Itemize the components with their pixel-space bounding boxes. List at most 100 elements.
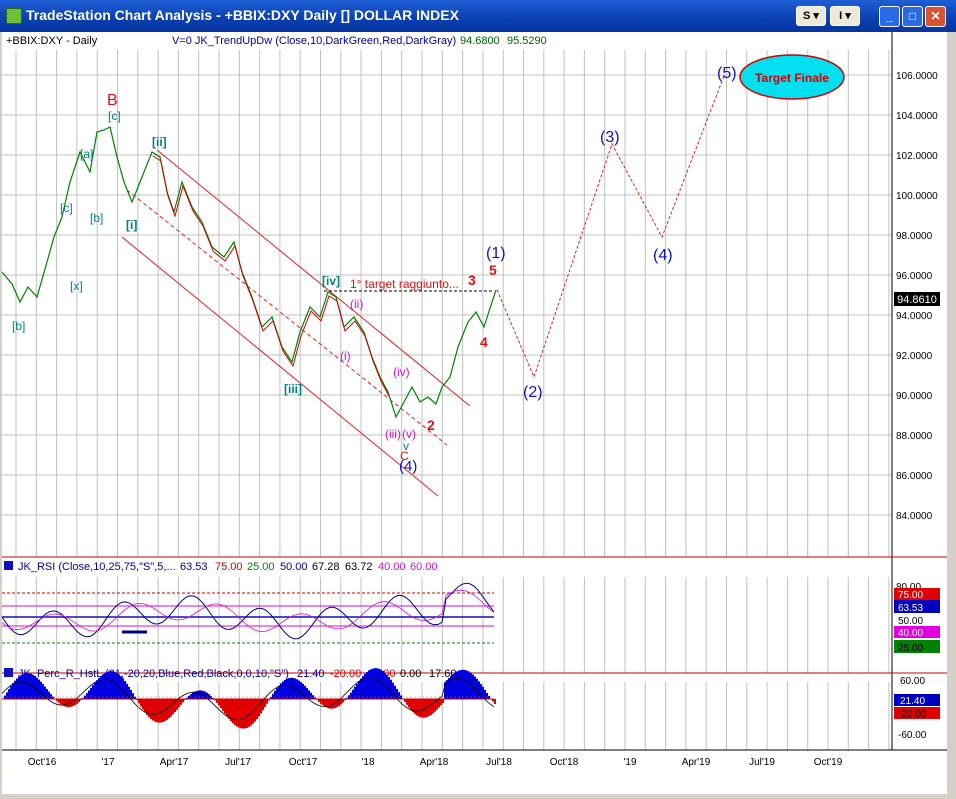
time-tick-label: '18: [361, 757, 374, 768]
last-price: 94.8610: [897, 294, 937, 306]
time-tick-label: Oct'16: [28, 757, 57, 768]
perc-panel-icon: [4, 668, 13, 677]
time-tick-label: Oct'17: [289, 757, 318, 768]
time-tick-label: Oct'18: [550, 757, 579, 768]
time-tick-label: Jul'19: [749, 757, 775, 768]
price-tick-label: 90.0000: [896, 391, 933, 402]
rsi-panel-icon: [4, 561, 13, 570]
price-grid: [2, 50, 892, 557]
rsi-box-25-text: 25.00: [898, 643, 923, 654]
wave-label-iii-paren: (iii): [385, 427, 401, 441]
price-tick-label: 102.0000: [896, 151, 938, 162]
price-tick-label: 94.0000: [896, 311, 933, 322]
price-tick-label: 106.0000: [896, 71, 938, 82]
projection-path: [497, 76, 724, 377]
s-menu-button[interactable]: S ▾: [796, 6, 826, 26]
rsi-v7: 40.00: [378, 561, 406, 573]
rsi-grid: [16, 577, 889, 673]
rsi-box-75-text: 75.00: [898, 590, 923, 601]
perc-label: JK_Perc_R_HstL (21,-20,20,Blue,Red,Black…: [18, 668, 289, 680]
chart-svg[interactable]: +BBIX:DXY - Daily V=0 JK_TrendUpDw (Clos…: [2, 32, 947, 794]
wave-label-a: [a]: [80, 147, 93, 161]
indicator-label: V=0 JK_TrendUpDw (Close,10,DarkGreen,Red…: [172, 35, 456, 47]
wave-label-1: (1): [486, 245, 506, 262]
wave-label-iv-paren: (iv): [393, 365, 410, 379]
rsi-v1: 63.53: [180, 561, 208, 573]
wave-label-b: [b]: [90, 211, 103, 225]
rsi-box-50-text: 50.00: [898, 616, 923, 627]
wave-label-3-small: 3: [468, 272, 476, 288]
wave-label-i: [i]: [126, 218, 137, 232]
rsi-v8: 60.00: [410, 561, 438, 573]
rsi-v2: 75.00: [215, 561, 243, 573]
time-axis-ticks: Oct'16 '17 Apr'17 Jul'17 Oct'17 '18 Apr'18 Jul'…: [28, 757, 843, 768]
wave-label-x: [x]: [70, 279, 83, 293]
rsi-label: JK_RSI (Close,10,25,75,"S",5,...: [18, 561, 176, 573]
wave-label-ii-paren: (ii): [350, 297, 363, 311]
title-bar: TradeStation Chart Analysis - +BBIX:DXY …: [0, 0, 956, 32]
rsi-v6: 63.72: [345, 561, 373, 573]
indicator-value-1: 94.6800: [460, 35, 500, 47]
rsi-signal-series: [2, 590, 494, 631]
time-tick-label: '19: [623, 757, 636, 768]
symbol-label: +BBIX:DXY - Daily: [6, 35, 98, 47]
wave-label-ii: [ii]: [152, 135, 167, 149]
price-tick-label: 104.0000: [896, 111, 938, 122]
wave-label-5-small: 5: [489, 262, 497, 278]
perc-v1: 21.40: [297, 668, 325, 680]
wave-label-iv: [iv]: [322, 274, 340, 288]
wave-label-4-base: (4): [399, 458, 417, 475]
time-tick-label: Apr'19: [682, 757, 711, 768]
indicator-value-2: 95.5290: [507, 35, 547, 47]
wave-label-B: B: [107, 92, 118, 109]
wave-labels: B [c] [a] [c] [b] [x] [b] [ii] [i] [iii]…: [12, 65, 737, 475]
price-tick-label: 84.0000: [896, 511, 933, 522]
price-tick-label: 100.0000: [896, 191, 938, 202]
target-note: 1° target raggiunto...: [350, 277, 459, 291]
time-tick-label: '17: [101, 757, 114, 768]
target-text: Target Finale: [755, 71, 829, 85]
time-tick-label: Apr'17: [160, 757, 189, 768]
price-tick-label: 96.0000: [896, 271, 933, 282]
perc-axis-60: 60.00: [900, 676, 925, 687]
i-menu-button[interactable]: I ▾: [830, 6, 860, 26]
wave-label-5: (5): [717, 65, 737, 82]
price-tick-label: 88.0000: [896, 431, 933, 442]
channel-mid-line: [127, 190, 447, 445]
wave-label-2: (2): [523, 384, 543, 401]
wave-label-c2: [c]: [60, 201, 73, 215]
price-tick-label: 86.0000: [896, 471, 933, 482]
wave-label-c: [c]: [108, 109, 121, 123]
wave-label-3: (3): [600, 129, 620, 146]
perc-axis-neg60: -60.00: [898, 730, 927, 741]
close-button[interactable]: ✕: [925, 6, 946, 27]
rsi-box-current-text: 63.53: [898, 603, 923, 614]
time-tick-label: Jul'17: [225, 757, 251, 768]
minimize-button[interactable]: _: [879, 6, 900, 27]
perc-box-current-text: 21.40: [900, 696, 925, 707]
rsi-v3: 25.00: [247, 561, 275, 573]
perc-v2: -20.00: [330, 668, 361, 680]
price-tick-label: 98.0000: [896, 231, 933, 242]
price-tick-label: 92.0000: [896, 351, 933, 362]
time-tick-label: Oct'19: [814, 757, 843, 768]
rsi-series: [2, 583, 494, 639]
perc-box-neg20-text: -20.00: [898, 709, 927, 720]
wave-label-4-small: 4: [480, 334, 488, 350]
wave-label-2-small: 2: [427, 417, 435, 433]
perc-v4: 0.00: [400, 668, 421, 680]
time-tick-label: Apr'18: [420, 757, 449, 768]
wave-label-b2: [b]: [12, 319, 25, 333]
price-series-down: [153, 156, 389, 396]
rsi-v5: 67.28: [312, 561, 340, 573]
time-tick-label: Jul'18: [486, 757, 512, 768]
maximize-button[interactable]: □: [902, 6, 923, 27]
vertical-scrollbar[interactable]: [947, 32, 956, 794]
app-icon: [6, 8, 22, 24]
rsi-v4: 50.00: [280, 561, 308, 573]
wave-label-4: (4): [653, 247, 673, 264]
rsi-box-40-text: 40.00: [898, 628, 923, 639]
wave-label-i-paren: (i): [340, 349, 351, 363]
wave-label-iii: [iii]: [284, 382, 302, 396]
chart-area[interactable]: +BBIX:DXY - Daily V=0 JK_TrendUpDw (Clos…: [2, 32, 947, 794]
